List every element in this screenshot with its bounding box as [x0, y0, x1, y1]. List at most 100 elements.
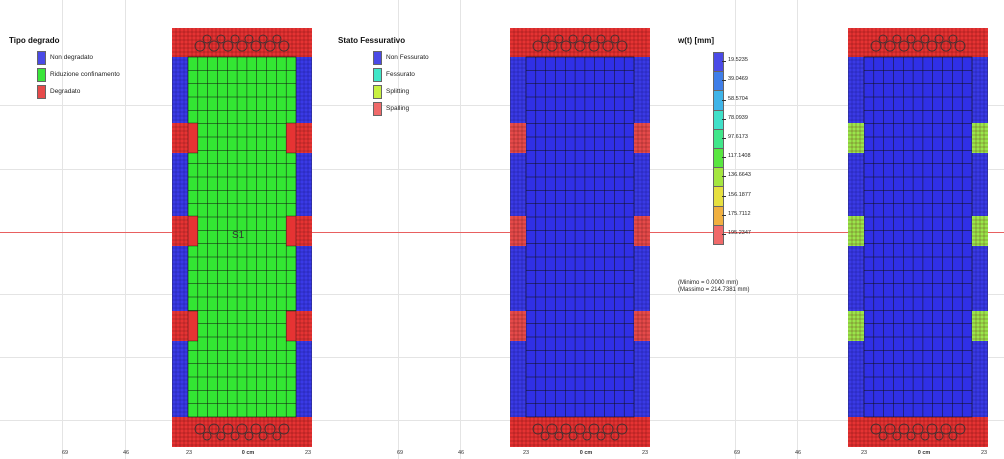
legend-title: Tipo degrado	[9, 36, 60, 45]
rebar-icon	[934, 431, 944, 441]
rebar-icon	[934, 34, 944, 44]
edge-cell	[187, 122, 199, 154]
rebar-icon	[906, 34, 916, 44]
rebar-icon	[216, 34, 226, 44]
rebar-icon	[208, 40, 220, 52]
grid-line	[0, 420, 1004, 421]
scale-tick	[722, 99, 726, 101]
rebar-icon	[596, 431, 606, 441]
grid-line	[735, 0, 736, 459]
rebar-icon	[948, 431, 958, 441]
rebar-icon	[554, 34, 564, 44]
rebar-icon	[898, 40, 910, 52]
rebar-icon	[568, 34, 578, 44]
axis-tick-label: 0 cm	[579, 450, 593, 456]
rebar-icon	[250, 40, 262, 52]
grid-line	[0, 294, 1004, 295]
rebar-icon	[582, 431, 592, 441]
rebar-icon	[954, 423, 966, 435]
rebar-icon	[278, 40, 290, 52]
rebar-icon	[954, 40, 966, 52]
rebar-icon	[208, 423, 220, 435]
rebar-icon	[554, 431, 564, 441]
rebar-icon	[878, 431, 888, 441]
scale-value: 175.7112	[728, 210, 751, 217]
edge-cell	[285, 215, 297, 247]
legend-title: Stato Fessurativo	[338, 36, 406, 45]
legend-label: Non Fessurato	[386, 54, 429, 61]
rebar-icon	[264, 40, 276, 52]
rebar-icon	[870, 423, 882, 435]
rebar-icon	[926, 40, 938, 52]
section-core	[863, 56, 973, 418]
rebar-icon	[540, 431, 550, 441]
axis-tick-label: 23	[980, 450, 988, 456]
legend-label: Splitting	[386, 88, 410, 95]
rebar-icon	[546, 40, 558, 52]
rebar-icon	[568, 431, 578, 441]
rebar-icon	[602, 40, 614, 52]
rebar-icon	[940, 40, 952, 52]
rebar-icon	[920, 34, 930, 44]
rebar-icon	[920, 431, 930, 441]
section-axis-line	[0, 232, 1004, 233]
section-view-wt[interactable]	[848, 28, 988, 447]
bottom-band	[848, 417, 988, 447]
rebar-icon	[574, 40, 586, 52]
legend-swatch	[37, 51, 46, 65]
axis-tick-label: 69	[61, 450, 69, 456]
rebar-icon	[878, 34, 888, 44]
min-value-text: (Minimo = 0.0000 mm)	[678, 280, 739, 286]
scale-value: 78.0939	[728, 114, 748, 121]
rebar-icon	[546, 423, 558, 435]
axis-tick-label: 0 cm	[917, 450, 931, 456]
scale-tick	[722, 157, 726, 159]
edge-cell	[187, 215, 199, 247]
rebar-icon	[912, 423, 924, 435]
axis-tick-label: 46	[794, 450, 802, 456]
grid-line	[62, 0, 63, 459]
edge-cell	[285, 310, 297, 342]
bottom-band	[510, 417, 650, 447]
rebar-icon	[588, 40, 600, 52]
rebar-icon	[616, 423, 628, 435]
rebar-icon	[236, 40, 248, 52]
axis-tick-label: 69	[733, 450, 741, 456]
max-value-text: (Massimo = 214.7381 mm)	[678, 287, 750, 293]
rebar-icon	[540, 34, 550, 44]
rebar-icon	[610, 34, 620, 44]
legend-swatch	[37, 68, 46, 82]
top-band	[510, 28, 650, 57]
rebar-icon	[244, 431, 254, 441]
grid-line	[0, 169, 1004, 170]
scale-tick	[722, 138, 726, 139]
grid-line	[460, 0, 461, 459]
scale-value: 136.6643	[728, 172, 751, 179]
legend-swatch	[373, 68, 382, 82]
axis-tick-label: 46	[122, 450, 130, 456]
rebar-icon	[926, 423, 938, 435]
rebar-icon	[948, 34, 958, 44]
scale-tick	[722, 118, 726, 120]
rebar-icon	[250, 423, 262, 435]
legend-label: Riduzione confinamento	[50, 71, 120, 78]
top-band	[172, 28, 312, 57]
rebar-icon	[596, 34, 606, 44]
section-view-degrado[interactable]: S1	[172, 28, 312, 447]
rebar-icon	[884, 423, 896, 435]
rebar-icon	[230, 34, 240, 44]
section-view-fessurativo[interactable]	[510, 28, 650, 447]
rebar-icon	[194, 423, 206, 435]
rebar-icon	[610, 431, 620, 441]
scale-tick	[722, 176, 726, 178]
rebar-icon	[574, 423, 586, 435]
legend-label: Degradato	[50, 88, 81, 95]
rebar-icon	[892, 431, 902, 441]
rebar-icon	[264, 423, 276, 435]
scale-value: 195.2347	[728, 230, 751, 236]
rebar-icon	[272, 34, 282, 44]
rebar-icon	[258, 431, 268, 441]
legend-title: w(t) [mm]	[678, 36, 714, 45]
top-band	[848, 28, 988, 57]
